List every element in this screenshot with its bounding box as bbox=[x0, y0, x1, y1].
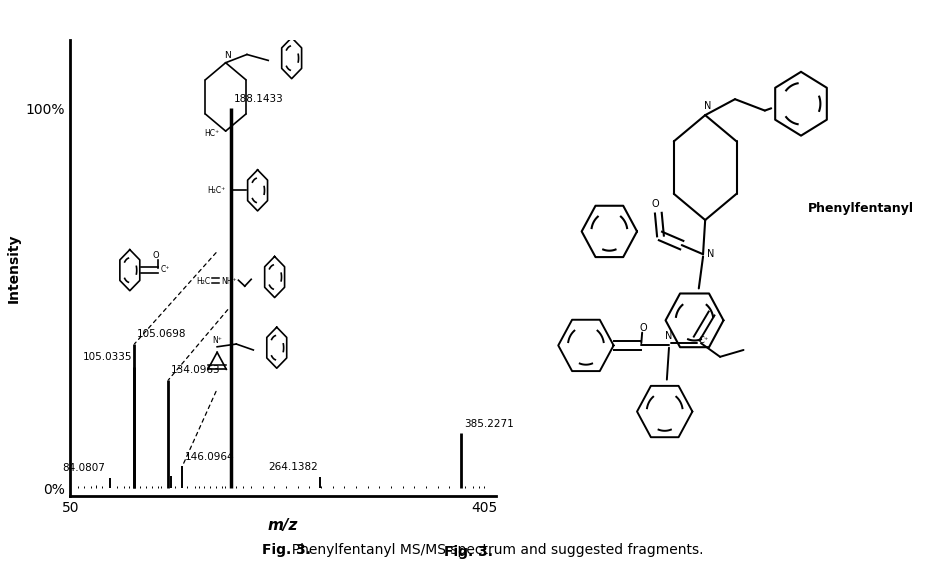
Text: Fig. 3.: Fig. 3. bbox=[262, 543, 311, 557]
Text: Phenylfentanyl: Phenylfentanyl bbox=[808, 202, 914, 215]
Text: 105.0698: 105.0698 bbox=[137, 329, 186, 339]
Text: 188.1433: 188.1433 bbox=[234, 93, 284, 104]
Text: 385.2271: 385.2271 bbox=[463, 418, 514, 429]
Text: O: O bbox=[651, 198, 659, 209]
Text: H₂C⁺: H₂C⁺ bbox=[208, 186, 226, 195]
Text: N: N bbox=[708, 249, 715, 259]
Text: Phenylfentanyl MS/MS spectrum and suggested fragments.: Phenylfentanyl MS/MS spectrum and sugges… bbox=[283, 543, 703, 557]
Text: 84.0807: 84.0807 bbox=[63, 463, 105, 474]
Text: N: N bbox=[225, 51, 231, 60]
Text: HC⁺: HC⁺ bbox=[204, 129, 219, 138]
Text: N⁺: N⁺ bbox=[212, 336, 222, 345]
Text: C⁺: C⁺ bbox=[699, 336, 709, 345]
X-axis label: m/z: m/z bbox=[268, 518, 299, 532]
Text: N: N bbox=[665, 331, 673, 341]
Text: C⁺: C⁺ bbox=[160, 265, 169, 274]
Text: 105.0335: 105.0335 bbox=[82, 352, 132, 362]
Text: Fig. 3.  Phenylfentanyl MS/MS spectrum and suggested fragments.: Fig. 3. Phenylfentanyl MS/MS spectrum an… bbox=[237, 544, 699, 559]
Text: O: O bbox=[153, 251, 159, 260]
Text: N: N bbox=[704, 100, 711, 111]
Text: 134.0963: 134.0963 bbox=[170, 365, 220, 376]
Text: 146.0964: 146.0964 bbox=[184, 451, 234, 462]
Text: NH⁺: NH⁺ bbox=[222, 277, 237, 286]
Text: 264.1382: 264.1382 bbox=[268, 462, 317, 473]
Text: O: O bbox=[639, 323, 647, 333]
Text: Fig. 3.: Fig. 3. bbox=[444, 544, 492, 559]
Text: H₂C: H₂C bbox=[197, 277, 211, 286]
Y-axis label: Intensity: Intensity bbox=[7, 233, 21, 303]
